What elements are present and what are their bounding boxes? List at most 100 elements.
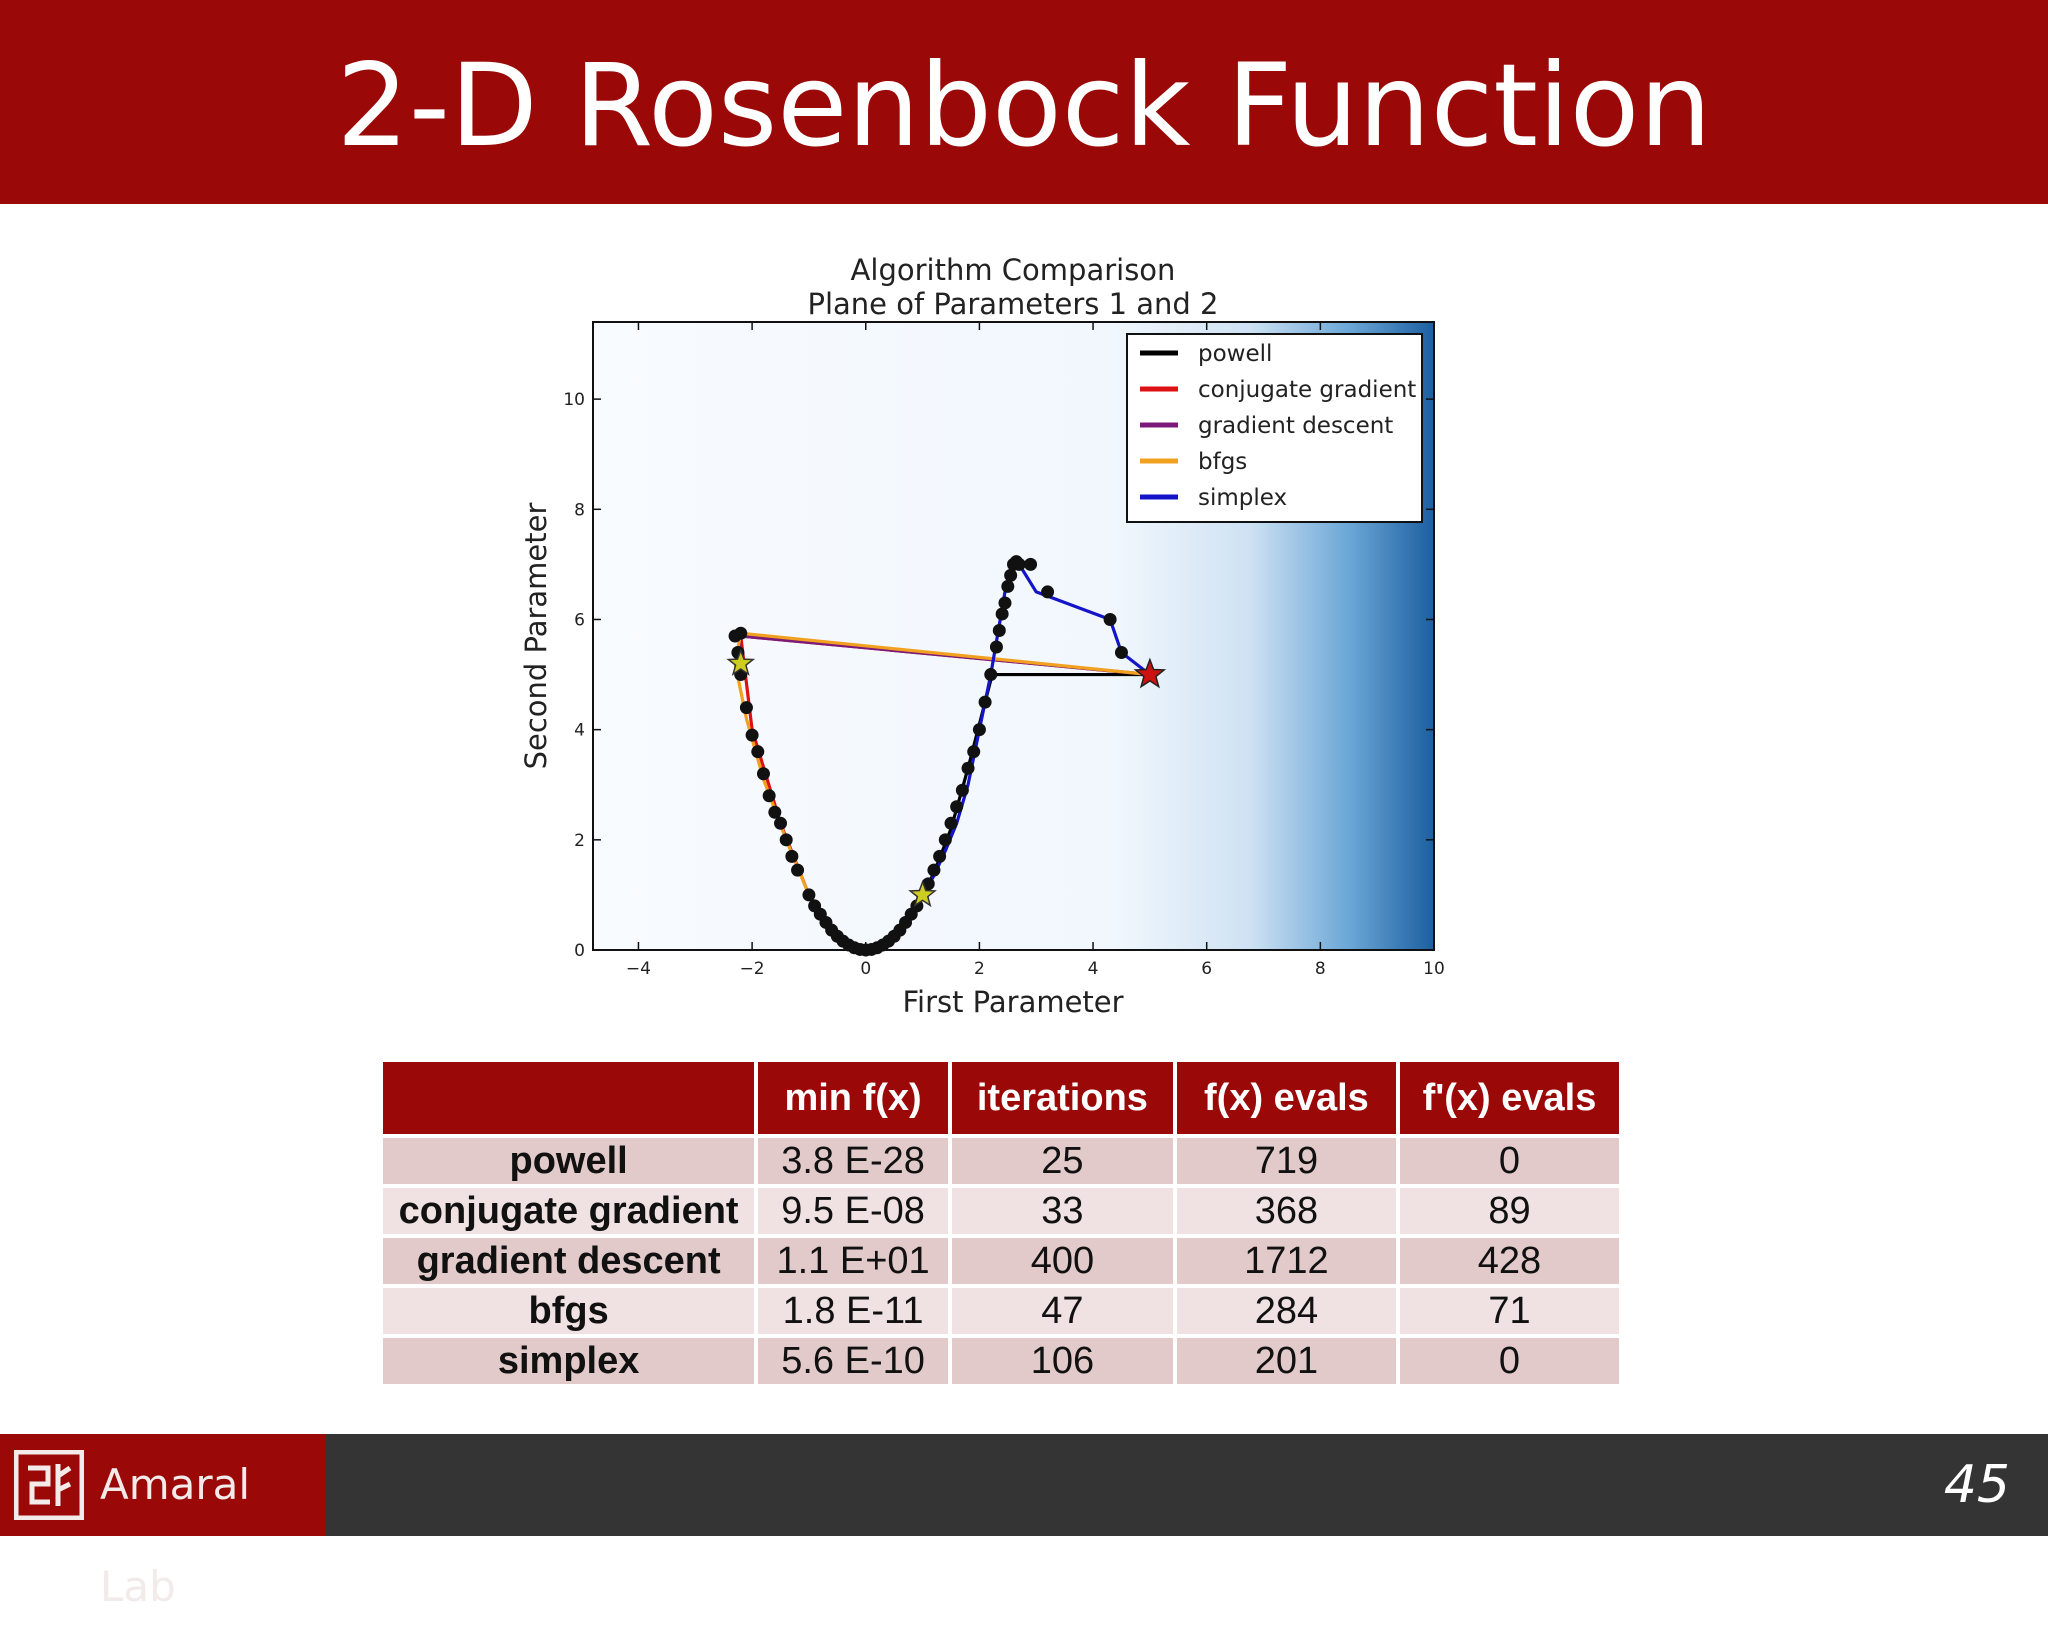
- row-label: powell: [383, 1138, 755, 1184]
- iterate-point: [950, 800, 964, 814]
- table-header-row: min f(x) iterations f(x) evals f'(x) eva…: [383, 1062, 1619, 1134]
- x-tick-label: 6: [1201, 959, 1212, 979]
- table-row: conjugate gradient 9.5 E-08 33 368 89: [383, 1188, 1619, 1234]
- iterate-point: [774, 816, 788, 830]
- y-tick-label: 2: [574, 831, 585, 851]
- table-header-cell: f(x) evals: [1176, 1062, 1396, 1134]
- y-tick-label: 8: [574, 500, 585, 520]
- logo-text: Amaral Lab: [100, 1460, 251, 1611]
- row-label: conjugate gradient: [383, 1188, 755, 1234]
- table-cell: 1712: [1176, 1238, 1396, 1284]
- x-tick-label: 2: [974, 959, 985, 979]
- table-header-cell: min f(x): [758, 1062, 948, 1134]
- start-star-marker: [1133, 657, 1167, 689]
- iterate-point: [984, 668, 998, 682]
- iterate-point: [779, 833, 793, 847]
- table-cell: 201: [1176, 1338, 1396, 1384]
- slide-title: 2-D Rosenbock Function: [336, 39, 1712, 172]
- table-cell: 71: [1399, 1288, 1619, 1334]
- iterate-point: [955, 783, 969, 797]
- x-axis-label: First Parameter: [902, 985, 1123, 1019]
- iterate-point: [1012, 557, 1026, 571]
- amaral-lab-logo: Amaral Lab: [0, 1434, 326, 1611]
- x-tick-label: 0: [860, 959, 871, 979]
- table-cell: 368: [1176, 1188, 1396, 1234]
- table-cell: 5.6 E-10: [758, 1338, 948, 1384]
- x-tick-label: 10: [1423, 959, 1445, 979]
- legend-label-simplex: simplex: [1198, 485, 1287, 511]
- chart-title: Algorithm Comparison: [851, 253, 1176, 287]
- row-label: gradient descent: [383, 1238, 755, 1284]
- table-header-cell: f'(x) evals: [1399, 1062, 1619, 1134]
- iterate-point: [998, 596, 1012, 610]
- table-cell: 9.5 E-08: [758, 1188, 948, 1234]
- table-cell: 284: [1176, 1288, 1396, 1334]
- legend-label-powell: powell: [1198, 341, 1272, 367]
- x-tick-label: 8: [1315, 959, 1326, 979]
- iterate-point: [1041, 585, 1055, 599]
- table-cell: 3.8 E-28: [758, 1138, 948, 1184]
- iterate-point: [933, 849, 947, 863]
- iterate-point: [734, 626, 748, 640]
- table-cell: 719: [1176, 1138, 1396, 1184]
- legend-label-conjugate-gradient: conjugate gradient: [1198, 377, 1416, 403]
- iterate-point: [1114, 646, 1128, 660]
- table-cell: 0: [1399, 1338, 1619, 1384]
- legend-label-gradient-descent: gradient descent: [1198, 413, 1393, 439]
- lab-logo-icon: [14, 1450, 84, 1520]
- table-row: powell 3.8 E-28 25 719 0: [383, 1138, 1619, 1184]
- table-row: bfgs 1.8 E-11 47 284 71: [383, 1288, 1619, 1334]
- iterate-point: [927, 863, 941, 877]
- table-cell: 1.8 E-11: [758, 1288, 948, 1334]
- table-row: simplex 5.6 E-10 106 201 0: [383, 1338, 1619, 1384]
- table-cell: 106: [951, 1338, 1173, 1384]
- iterate-point: [944, 816, 958, 830]
- iterate-point: [972, 723, 986, 737]
- x-tick-label: 4: [1088, 959, 1099, 979]
- iterate-point: [1004, 568, 1018, 582]
- table-cell: 47: [951, 1288, 1173, 1334]
- table-cell: 1.1 E+01: [758, 1238, 948, 1284]
- iterate-point: [802, 888, 816, 902]
- x-tick-label: −4: [626, 959, 651, 979]
- iterate-point: [995, 607, 1009, 621]
- end-star-marker: [908, 879, 937, 908]
- iterate-point: [978, 695, 992, 709]
- legend: powell conjugate gradient gradient descent…: [1126, 333, 1423, 523]
- legend-label-bfgs: bfgs: [1198, 449, 1247, 475]
- y-axis-label: Second Parameter: [519, 503, 553, 770]
- iterate-point: [1103, 612, 1117, 626]
- table-cell: 400: [951, 1238, 1173, 1284]
- y-tick-label: 4: [574, 721, 585, 741]
- plot-frame: [592, 321, 1435, 951]
- iterate-point: [967, 745, 981, 759]
- iterate-point: [745, 728, 759, 742]
- iterate-point: [1001, 579, 1015, 593]
- y-tick-label: 10: [563, 390, 585, 410]
- iterate-point: [785, 849, 799, 863]
- y-tick-label: 0: [574, 941, 585, 961]
- iterate-point: [1024, 557, 1038, 571]
- results-table: min f(x) iterations f(x) evals f'(x) eva…: [379, 1058, 1623, 1388]
- table-cell: 33: [951, 1188, 1173, 1234]
- table-cell: 0: [1399, 1138, 1619, 1184]
- iterate-point: [762, 789, 776, 803]
- iterate-point: [961, 761, 975, 775]
- page-number: 45: [1943, 1455, 2010, 1515]
- iterate-point: [756, 767, 770, 781]
- footer-bar: Amaral Lab 45: [0, 1434, 2048, 1611]
- iterate-point: [992, 623, 1006, 637]
- iterate-point: [938, 833, 952, 847]
- table-row: gradient descent 1.1 E+01 400 1712 428: [383, 1238, 1619, 1284]
- table-header-cell: iterations: [951, 1062, 1173, 1134]
- legend-box: [1126, 333, 1423, 523]
- iterate-point: [989, 640, 1003, 654]
- table-cell: 89: [1399, 1188, 1619, 1234]
- chart-subtitle: Plane of Parameters 1 and 2: [807, 287, 1218, 321]
- y-tick-label: 6: [574, 610, 585, 630]
- row-label: bfgs: [383, 1288, 755, 1334]
- iterate-point: [751, 745, 765, 759]
- end-star-marker: [726, 648, 756, 676]
- table-cell: 25: [951, 1138, 1173, 1184]
